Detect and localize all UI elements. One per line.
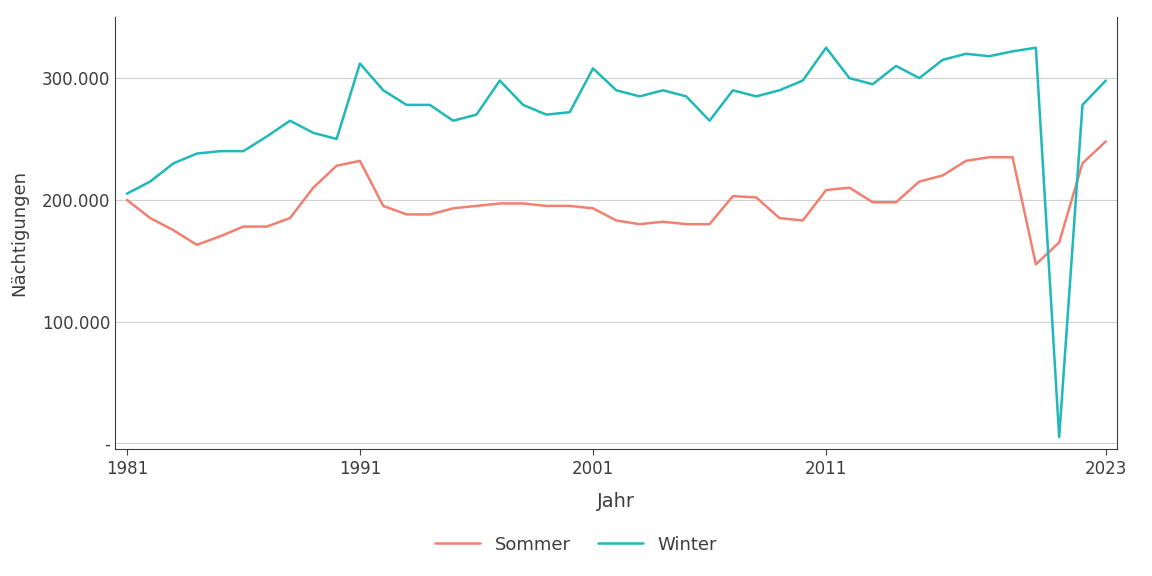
Winter <box>190 150 204 157</box>
Sommer <box>516 200 530 207</box>
Sommer <box>842 184 856 191</box>
Sommer <box>167 227 181 234</box>
Sommer <box>446 205 460 212</box>
Winter <box>213 147 227 154</box>
Sommer <box>1029 261 1043 268</box>
Sommer <box>306 184 320 191</box>
Winter <box>400 101 414 108</box>
Winter <box>889 63 903 70</box>
Winter <box>609 87 623 94</box>
Winter <box>516 101 530 108</box>
Sommer <box>493 200 507 207</box>
Sommer <box>726 193 740 200</box>
Winter <box>958 50 972 57</box>
Y-axis label: Nächtigungen: Nächtigungen <box>10 170 28 296</box>
Sommer <box>749 194 763 201</box>
Sommer <box>632 221 646 228</box>
Winter <box>167 160 181 167</box>
Sommer <box>423 211 437 218</box>
Sommer <box>609 217 623 224</box>
Sommer <box>329 162 343 169</box>
Winter <box>1052 434 1066 441</box>
Winter <box>773 87 787 94</box>
Winter <box>912 75 926 82</box>
Line: Winter: Winter <box>127 48 1106 437</box>
Sommer <box>143 215 157 222</box>
Winter <box>726 87 740 94</box>
Sommer <box>1099 138 1113 145</box>
Winter <box>1076 101 1090 108</box>
Legend: Sommer, Winter: Sommer, Winter <box>427 529 725 561</box>
Sommer <box>912 178 926 185</box>
Winter <box>446 118 460 124</box>
Winter <box>329 135 343 142</box>
Winter <box>539 111 553 118</box>
Winter <box>866 81 880 88</box>
Sommer <box>563 202 577 209</box>
Winter <box>423 101 437 108</box>
Winter <box>260 133 274 140</box>
Winter <box>1099 77 1113 84</box>
Winter <box>796 77 810 84</box>
Sommer <box>958 157 972 164</box>
Winter <box>1029 44 1043 51</box>
Winter <box>842 75 856 82</box>
Winter <box>563 109 577 116</box>
Sommer <box>539 202 553 209</box>
Sommer <box>796 217 810 224</box>
Winter <box>353 60 366 67</box>
X-axis label: Jahr: Jahr <box>598 491 635 510</box>
Winter <box>1006 48 1020 55</box>
Sommer <box>1052 239 1066 246</box>
Sommer <box>190 241 204 248</box>
Sommer <box>400 211 414 218</box>
Winter <box>819 44 833 51</box>
Sommer <box>213 233 227 240</box>
Sommer <box>935 172 949 179</box>
Winter <box>306 130 320 137</box>
Sommer <box>983 154 996 161</box>
Sommer <box>703 221 717 228</box>
Sommer <box>120 196 134 203</box>
Winter <box>283 118 297 124</box>
Sommer <box>655 218 669 225</box>
Sommer <box>1006 154 1020 161</box>
Winter <box>377 87 391 94</box>
Winter <box>236 147 250 154</box>
Sommer <box>470 202 484 209</box>
Winter <box>120 190 134 197</box>
Sommer <box>680 221 694 228</box>
Winter <box>143 178 157 185</box>
Winter <box>935 56 949 63</box>
Sommer <box>586 205 600 212</box>
Sommer <box>353 157 366 164</box>
Winter <box>470 111 484 118</box>
Winter <box>493 77 507 84</box>
Winter <box>749 93 763 100</box>
Sommer <box>283 215 297 222</box>
Sommer <box>819 187 833 194</box>
Sommer <box>377 202 391 209</box>
Winter <box>586 65 600 72</box>
Sommer <box>260 223 274 230</box>
Winter <box>983 53 996 60</box>
Winter <box>680 93 694 100</box>
Sommer <box>773 215 787 222</box>
Sommer <box>866 199 880 206</box>
Sommer <box>1076 160 1090 167</box>
Sommer <box>889 199 903 206</box>
Winter <box>655 87 669 94</box>
Winter <box>703 118 717 124</box>
Sommer <box>236 223 250 230</box>
Winter <box>632 93 646 100</box>
Line: Sommer: Sommer <box>127 141 1106 264</box>
